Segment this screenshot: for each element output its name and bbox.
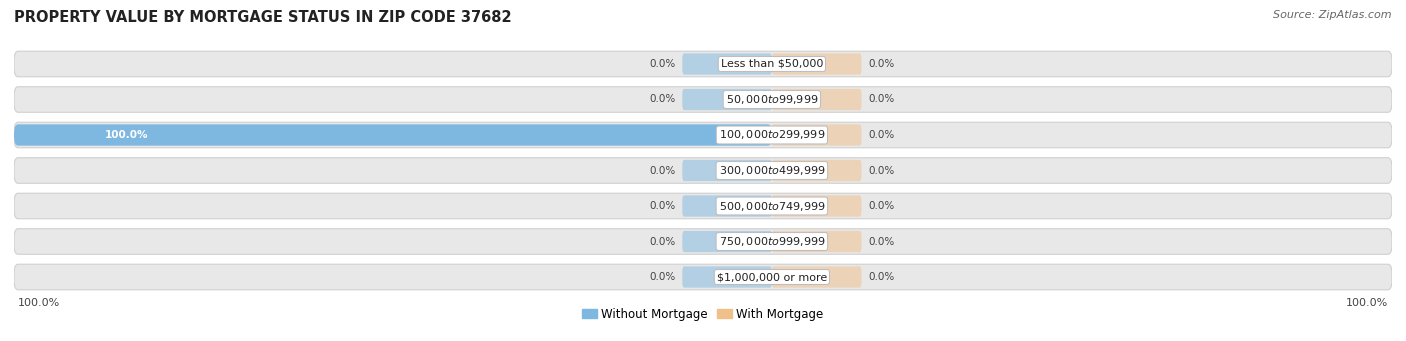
Text: 0.0%: 0.0% — [650, 201, 675, 211]
Text: 100.0%: 100.0% — [105, 130, 149, 140]
FancyBboxPatch shape — [14, 229, 1392, 254]
Text: 0.0%: 0.0% — [869, 165, 894, 176]
Text: 0.0%: 0.0% — [650, 237, 675, 247]
Legend: Without Mortgage, With Mortgage: Without Mortgage, With Mortgage — [578, 303, 828, 325]
FancyBboxPatch shape — [682, 266, 772, 288]
FancyBboxPatch shape — [772, 160, 862, 181]
FancyBboxPatch shape — [772, 231, 862, 252]
Text: 0.0%: 0.0% — [869, 272, 894, 282]
Text: 0.0%: 0.0% — [650, 165, 675, 176]
Text: 0.0%: 0.0% — [650, 272, 675, 282]
Text: $1,000,000 or more: $1,000,000 or more — [717, 272, 827, 282]
FancyBboxPatch shape — [682, 231, 772, 252]
Text: $100,000 to $299,999: $100,000 to $299,999 — [718, 129, 825, 142]
Text: 0.0%: 0.0% — [869, 59, 894, 69]
Text: 0.0%: 0.0% — [869, 94, 894, 104]
FancyBboxPatch shape — [772, 89, 862, 110]
FancyBboxPatch shape — [682, 195, 772, 217]
FancyBboxPatch shape — [14, 87, 1392, 112]
Text: 100.0%: 100.0% — [1346, 298, 1388, 308]
FancyBboxPatch shape — [682, 89, 772, 110]
Text: 0.0%: 0.0% — [869, 201, 894, 211]
FancyBboxPatch shape — [682, 53, 772, 75]
Text: $300,000 to $499,999: $300,000 to $499,999 — [718, 164, 825, 177]
FancyBboxPatch shape — [14, 124, 772, 146]
Text: $750,000 to $999,999: $750,000 to $999,999 — [718, 235, 825, 248]
FancyBboxPatch shape — [14, 193, 1392, 219]
Text: 0.0%: 0.0% — [869, 237, 894, 247]
FancyBboxPatch shape — [772, 53, 862, 75]
FancyBboxPatch shape — [14, 122, 1392, 148]
FancyBboxPatch shape — [772, 266, 862, 288]
Text: $50,000 to $99,999: $50,000 to $99,999 — [725, 93, 818, 106]
Text: 0.0%: 0.0% — [869, 130, 894, 140]
Text: 100.0%: 100.0% — [18, 298, 60, 308]
FancyBboxPatch shape — [772, 195, 862, 217]
Text: $500,000 to $749,999: $500,000 to $749,999 — [718, 199, 825, 212]
Text: Less than $50,000: Less than $50,000 — [721, 59, 823, 69]
FancyBboxPatch shape — [682, 160, 772, 181]
FancyBboxPatch shape — [14, 51, 1392, 77]
Text: 0.0%: 0.0% — [650, 94, 675, 104]
FancyBboxPatch shape — [14, 264, 1392, 290]
Text: PROPERTY VALUE BY MORTGAGE STATUS IN ZIP CODE 37682: PROPERTY VALUE BY MORTGAGE STATUS IN ZIP… — [14, 10, 512, 25]
FancyBboxPatch shape — [772, 124, 862, 146]
Text: Source: ZipAtlas.com: Source: ZipAtlas.com — [1274, 10, 1392, 20]
FancyBboxPatch shape — [14, 158, 1392, 183]
Text: 0.0%: 0.0% — [650, 59, 675, 69]
